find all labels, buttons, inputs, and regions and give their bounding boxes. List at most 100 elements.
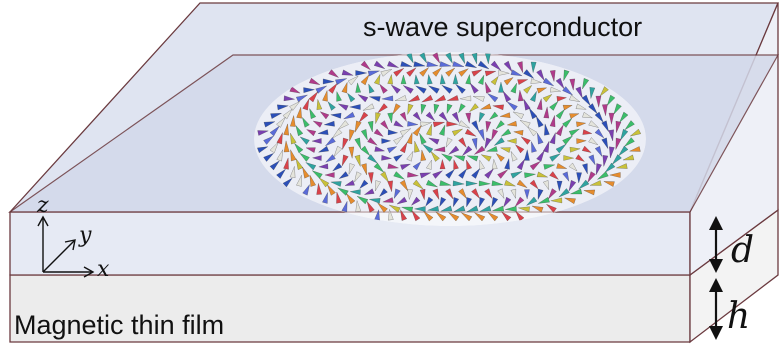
spin-cone — [448, 212, 460, 222]
spin-cone — [612, 154, 622, 165]
spin-cone — [361, 163, 367, 176]
spin-cone — [516, 158, 525, 171]
spin-cone — [309, 108, 317, 119]
spin-cone — [471, 138, 478, 150]
spin-cone — [602, 104, 608, 116]
spin-cone — [419, 172, 431, 179]
spin-cone — [510, 69, 523, 76]
spin-cone — [335, 78, 347, 85]
spin-cone — [536, 150, 545, 162]
spin-cone — [318, 146, 329, 153]
spin-cone — [503, 60, 513, 72]
spin-cone — [575, 154, 585, 162]
spin-cone — [439, 159, 446, 170]
spin-cone — [510, 83, 517, 94]
spin-cone — [408, 95, 420, 102]
spin-cone — [400, 74, 407, 85]
spin-cone — [296, 94, 308, 103]
spin-cone — [477, 60, 490, 70]
spin-cone — [393, 154, 403, 162]
spin-cone — [296, 107, 302, 119]
spin-cone — [478, 75, 485, 85]
spin-cone — [588, 137, 598, 145]
spin-cone — [543, 164, 555, 170]
spin-cone — [549, 132, 556, 145]
spin-cone — [387, 180, 393, 192]
spin-cone — [339, 171, 349, 179]
spin-cone — [433, 146, 446, 153]
spin-cone — [349, 129, 355, 142]
spin-cone — [484, 70, 496, 77]
spin-cone — [529, 91, 537, 102]
spin-cone — [360, 145, 371, 156]
spin-cone — [367, 70, 380, 77]
spin-cone — [377, 202, 388, 213]
spin-cone — [327, 184, 336, 196]
spin-cone — [276, 132, 283, 145]
spin-cone — [478, 112, 485, 123]
spin-cone — [368, 83, 375, 94]
spin-cone — [599, 86, 609, 97]
spin-cone — [299, 153, 310, 162]
spin-cones — [257, 52, 641, 222]
skyrmion-spin-texture — [254, 52, 646, 226]
spin-cone — [347, 93, 356, 103]
spin-cone — [435, 211, 447, 222]
spin-cone — [381, 138, 391, 144]
spin-cone — [380, 69, 392, 77]
spin-cone — [594, 128, 604, 139]
spin-cone — [487, 212, 499, 222]
spin-cone — [485, 121, 492, 133]
spin-cone — [569, 94, 580, 102]
spin-cone — [575, 86, 583, 99]
spin-cone — [373, 162, 385, 173]
axes-indicator — [37, 215, 95, 278]
spin-cone — [453, 159, 459, 170]
spin-cone — [300, 136, 310, 145]
spin-cone — [366, 201, 375, 213]
spin-cone — [341, 154, 349, 167]
spin-cone — [309, 77, 320, 85]
spin-cone — [325, 137, 336, 147]
spin-cone — [466, 197, 472, 207]
spin-cone — [414, 206, 426, 212]
spin-cone — [458, 188, 467, 199]
spin-cone — [562, 105, 573, 111]
spin-cone — [387, 74, 393, 85]
spin-cone — [594, 111, 604, 123]
spin-cone — [368, 172, 374, 184]
spin-cone — [428, 137, 440, 145]
spin-cone — [452, 128, 463, 137]
z-axis-label: z — [36, 193, 49, 218]
spin-cone — [458, 120, 470, 129]
spin-cone — [263, 135, 274, 145]
spin-cone — [510, 151, 518, 162]
spin-cone — [290, 149, 297, 162]
spin-cone — [392, 103, 401, 115]
spin-cone — [502, 90, 512, 103]
spin-cone — [367, 137, 378, 146]
spin-cone — [316, 183, 322, 195]
spin-cone — [530, 61, 537, 73]
spin-cone — [282, 178, 293, 188]
spin-cone — [459, 95, 472, 102]
spin-cone — [514, 196, 525, 207]
spin-cone — [367, 121, 374, 133]
spin-cone — [295, 158, 304, 170]
spin-cone — [519, 120, 531, 128]
spin-cone — [283, 95, 295, 102]
spin-cone — [312, 170, 323, 179]
spin-cone — [619, 111, 629, 123]
spin-cone — [458, 168, 467, 179]
spin-cone — [387, 163, 399, 169]
spin-cone — [356, 196, 369, 205]
spin-cone — [312, 155, 322, 161]
spin-cone — [471, 168, 480, 179]
spin-cone — [469, 82, 479, 94]
spin-cone — [393, 171, 405, 180]
spin-cone — [543, 180, 549, 190]
spin-cone — [413, 61, 426, 67]
spin-cone — [453, 205, 466, 212]
spin-cone — [328, 83, 338, 94]
spin-cone — [549, 115, 556, 127]
